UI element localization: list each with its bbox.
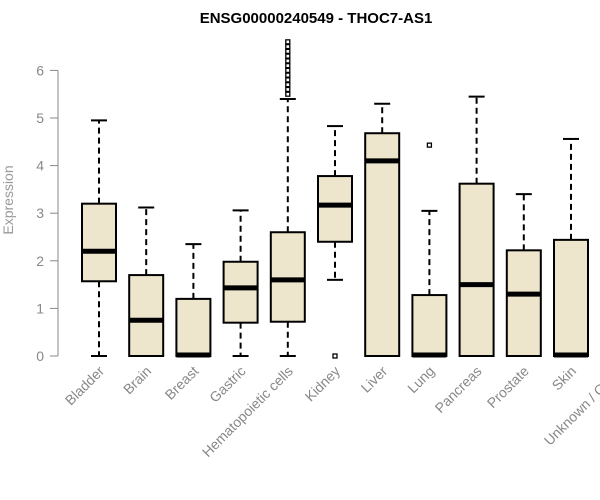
box-0 [81,119,117,357]
box-7 [411,142,448,358]
box-body-0 [81,202,117,283]
outlier-4-7 [285,58,291,64]
y-tick-label-1: 1 [36,300,44,316]
x-tick-label-0: Bladder [62,363,108,409]
outlier-4-9 [285,48,291,55]
box-body-6 [364,132,401,357]
box-body-1 [128,274,165,357]
box-4 [269,39,306,357]
y-axis: 0 1 2 3 4 5 6 [36,62,59,364]
chart-title: ENSG00000240549 - THOC7-AS1 [200,10,433,27]
x-tick-label-5: Kidney [302,363,344,405]
box-body-3 [222,260,259,324]
outlier-4-6 [285,62,291,69]
outlier-5-0 [332,353,338,359]
y-tick-label-2: 2 [36,253,44,269]
y-tick-label-3: 3 [36,205,44,221]
y-tick-label-6: 6 [36,62,44,78]
box-body-2 [175,297,212,358]
box-1 [128,206,165,357]
x-tick-label-1: Brain [120,363,154,397]
x-tick-label-4: Hematopoietic cells [199,363,296,460]
y-axis-label: Expression [0,165,16,234]
x-tick-label-8: Pancreas [432,363,485,416]
x-tick-label-2: Breast [162,363,202,403]
x-tick-label-3: Gastric [206,363,249,406]
outlier-4-11 [285,39,291,45]
y-tick-label-5: 5 [36,110,44,126]
outlier-4-10 [285,43,291,50]
x-tick-label-10: Skin [549,363,580,394]
box-body-5 [317,175,353,243]
outlier-4-2 [285,82,291,88]
x-tick-label-6: Liver [358,363,391,396]
box-body-8 [458,182,495,357]
box-5 [317,125,353,359]
outlier-4-3 [285,77,291,83]
outlier-4-0 [285,91,291,97]
box-6 [364,102,401,357]
x-tick-label-9: Prostate [484,363,532,411]
outlier-4-4 [285,72,291,78]
box-2 [175,243,212,358]
box-body-4 [269,231,306,323]
box-8 [458,95,495,357]
box-body-7 [411,294,448,357]
outlier-4-5 [285,67,291,74]
box-3 [222,209,259,357]
box-10 [553,137,589,358]
outlier-4-1 [285,86,291,93]
box-body-10 [553,238,589,357]
plot-area [81,39,589,359]
outlier-4-8 [285,53,291,59]
box-9 [505,193,542,357]
box-body-9 [505,249,542,357]
y-tick-label-0: 0 [36,348,44,364]
outlier-7-0 [426,142,433,148]
x-tick-label-7: Lung [404,363,437,396]
y-tick-label-4: 4 [36,158,44,174]
